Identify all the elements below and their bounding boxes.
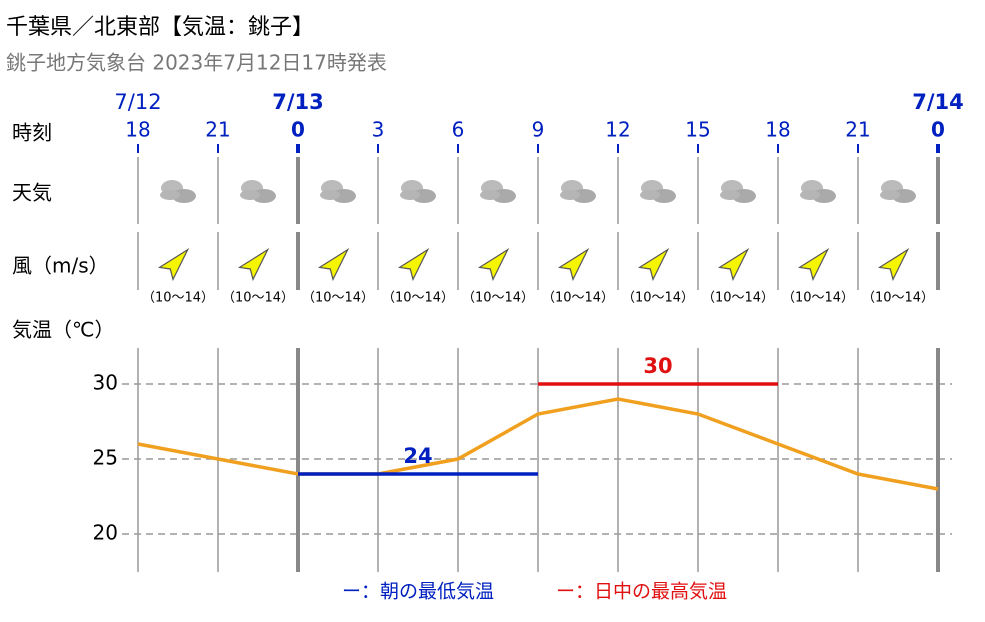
- hour-label: 21: [845, 118, 870, 142]
- hour-label: 15: [685, 118, 710, 142]
- wind-speed: （10～14）: [542, 291, 614, 306]
- weather-icon: [320, 180, 356, 203]
- wind-speed: （10～14）: [142, 291, 214, 306]
- legend-entry: ー：日中の最高気温: [556, 581, 727, 603]
- wind-speed: （10～14）: [862, 291, 934, 306]
- weather-icon: [800, 180, 836, 203]
- wind-arrow: [237, 248, 270, 282]
- hour-label: 0: [291, 118, 305, 142]
- weather-icon: [160, 180, 196, 203]
- y-tick-label: 20: [93, 521, 118, 545]
- wind-arrow: [637, 248, 670, 282]
- cloud: [480, 190, 500, 200]
- hour-label: 3: [372, 118, 385, 142]
- wind-arrow: [797, 248, 830, 282]
- extreme-label: 30: [643, 354, 672, 378]
- weather-icon: [480, 180, 516, 203]
- subtitle: 銚子地方気象台 2023年7月12日17時発表: [6, 51, 387, 75]
- weather-icon: [400, 180, 436, 203]
- extreme-label: 24: [403, 444, 432, 468]
- wind-arrow: [717, 248, 750, 282]
- weather-icon: [560, 180, 596, 203]
- legend-entry: ー：朝の最低気温: [342, 581, 494, 603]
- hour-label: 18: [125, 118, 150, 142]
- hour-label: 18: [765, 118, 790, 142]
- cloud: [880, 190, 900, 200]
- cloud: [720, 190, 740, 200]
- wind-speed: （10～14）: [622, 291, 694, 306]
- y-tick-label: 30: [93, 371, 118, 395]
- hour-label: 9: [532, 118, 545, 142]
- hour-label: 12: [605, 118, 630, 142]
- wind-arrow: [477, 248, 510, 282]
- cloud: [400, 190, 420, 200]
- wind-speed: （10～14）: [782, 291, 854, 306]
- wind-speed: （10～14）: [382, 291, 454, 306]
- row-label: 時刻: [12, 121, 52, 145]
- cloud: [320, 190, 340, 200]
- weather-icon: [880, 180, 916, 203]
- wind-speed: （10～14）: [462, 291, 534, 306]
- wind-speed: （10～14）: [222, 291, 294, 306]
- wind-speed: （10～14）: [302, 291, 374, 306]
- row-label: 気温（℃）: [12, 318, 114, 342]
- hour-label: 0: [931, 118, 945, 142]
- date-label: 7/14: [912, 90, 964, 114]
- cloud: [640, 190, 660, 200]
- wind-speed: （10～14）: [702, 291, 774, 306]
- wind-arrow: [557, 248, 590, 282]
- temperature-line: [137, 397, 939, 491]
- wind-arrow: [397, 248, 430, 282]
- weather-icon: [240, 180, 276, 203]
- cloud: [560, 190, 580, 200]
- date-label: 7/13: [272, 90, 324, 114]
- cloud: [240, 190, 260, 200]
- y-tick-label: 25: [93, 446, 118, 470]
- wind-arrow: [317, 248, 350, 282]
- title: 千葉県／北東部【気温：銚子】: [6, 15, 314, 40]
- cloud: [160, 190, 180, 200]
- weather-icon: [720, 180, 756, 203]
- row-label: 風（m/s）: [12, 254, 109, 278]
- hour-label: 6: [452, 118, 465, 142]
- wind-arrow: [157, 248, 190, 282]
- weather-icon: [640, 180, 676, 203]
- cloud: [800, 190, 820, 200]
- wind-arrow: [877, 248, 910, 282]
- date-label: 7/12: [114, 90, 161, 114]
- row-label: 天気: [12, 181, 52, 205]
- hour-label: 21: [205, 118, 230, 142]
